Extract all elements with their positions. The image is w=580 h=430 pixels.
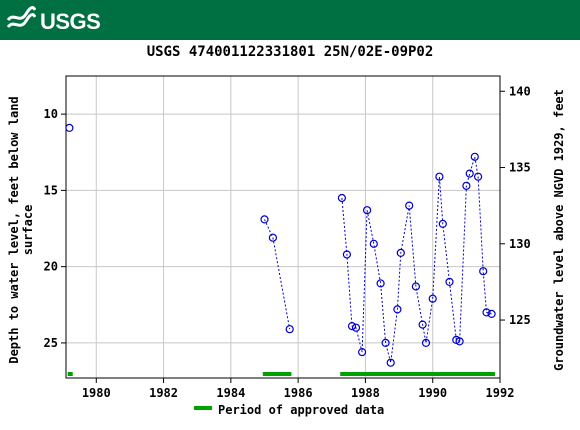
data-point <box>435 172 444 181</box>
left-tick-label: 10 <box>44 107 58 121</box>
right-axis-ticks: 125 130 135 140 <box>500 84 531 327</box>
data-point <box>386 358 395 367</box>
approved-period-bar <box>262 372 292 376</box>
data-point <box>445 277 454 286</box>
data-point <box>65 123 74 133</box>
series-lines <box>264 156 492 363</box>
data-point <box>260 215 269 224</box>
usgs-banner: USGS <box>0 0 580 40</box>
x-tick-label: 1984 <box>216 386 245 400</box>
right-tick-label: 135 <box>509 161 531 175</box>
data-point <box>393 305 402 314</box>
x-tick-label: 1992 <box>486 386 515 400</box>
data-point <box>418 320 427 329</box>
data-point <box>376 279 385 288</box>
right-tick-label: 140 <box>509 84 531 98</box>
x-tick-label: 1982 <box>149 386 178 400</box>
legend-label: Period of approved data <box>218 403 384 417</box>
data-point <box>342 250 351 259</box>
chart-title: USGS 474001122331801 25N/02E-09P02 <box>146 44 434 60</box>
data-point <box>337 193 346 203</box>
data-point <box>405 201 414 210</box>
data-point <box>363 206 372 215</box>
data-point <box>462 181 471 190</box>
right-tick-label: 125 <box>509 313 531 327</box>
x-tick-label: 1988 <box>351 386 380 400</box>
data-point <box>474 172 483 181</box>
data-point <box>381 338 390 347</box>
usgs-logo: USGS <box>6 5 101 35</box>
left-axis-label-line-1: Depth to water level, feet below land <box>7 96 21 363</box>
x-axis-ticks: 1980 1982 1984 1986 1988 1990 1992 <box>82 378 515 400</box>
data-points <box>65 123 496 367</box>
data-point <box>465 169 474 178</box>
data-point <box>411 282 420 291</box>
data-point <box>482 308 491 317</box>
approved-period-bar <box>340 372 495 376</box>
x-tick-label: 1986 <box>284 386 313 400</box>
left-tick-label: 25 <box>44 336 58 350</box>
legend: Period of approved data <box>194 403 384 417</box>
data-point <box>487 309 496 318</box>
approved-periods <box>67 372 495 376</box>
data-point <box>479 267 488 276</box>
data-point <box>347 322 357 331</box>
legend-swatch <box>194 406 212 410</box>
data-point <box>369 239 378 248</box>
data-point <box>268 233 277 242</box>
data-point <box>396 248 405 257</box>
right-tick-label: 130 <box>509 237 531 251</box>
left-tick-label: 20 <box>44 260 58 274</box>
data-point <box>428 294 437 303</box>
left-tick-label: 15 <box>44 183 58 197</box>
series-line <box>341 156 492 363</box>
usgs-logo-text: USGS <box>40 9 101 34</box>
data-point <box>285 325 294 334</box>
right-axis-label: Groundwater level above NGVD 1929, feet <box>552 89 566 371</box>
x-tick-label: 1990 <box>418 386 447 400</box>
data-point <box>455 337 464 346</box>
data-point <box>351 323 361 332</box>
left-axis-ticks: 10 15 20 25 <box>44 107 66 350</box>
series-line <box>264 219 291 330</box>
x-tick-label: 1980 <box>82 386 111 400</box>
data-point <box>438 219 447 228</box>
usgs-wave-icon <box>6 6 37 29</box>
data-point <box>421 338 431 347</box>
approved-period-bar <box>67 372 73 376</box>
left-axis-label-line-2: surface <box>21 205 35 256</box>
data-point <box>358 348 367 357</box>
grid <box>66 76 501 378</box>
data-point <box>470 152 479 161</box>
plot-frame <box>65 75 501 379</box>
